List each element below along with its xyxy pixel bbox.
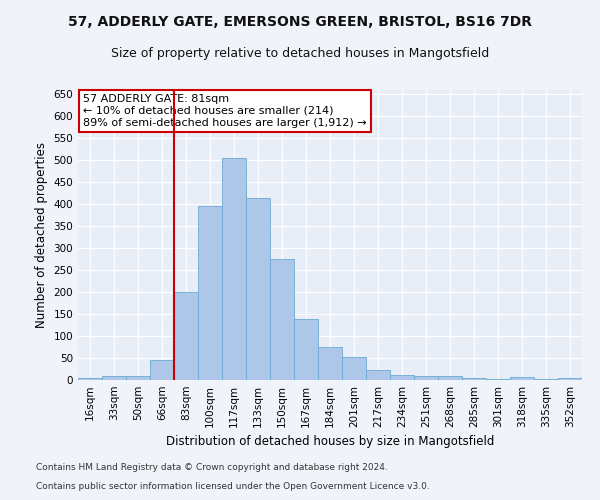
Bar xyxy=(486,379,510,380)
Bar xyxy=(126,376,150,380)
Text: Contains HM Land Registry data © Crown copyright and database right 2024.: Contains HM Land Registry data © Crown c… xyxy=(36,464,388,472)
Bar xyxy=(198,206,222,380)
Bar xyxy=(390,374,414,380)
Bar xyxy=(558,378,582,380)
Bar xyxy=(270,259,294,380)
Text: 57 ADDERLY GATE: 81sqm
← 10% of detached houses are smaller (214)
89% of semi-de: 57 ADDERLY GATE: 81sqm ← 10% of detached… xyxy=(83,94,367,128)
Bar xyxy=(342,357,366,380)
Bar xyxy=(534,379,558,380)
Bar xyxy=(174,292,198,380)
Bar xyxy=(102,376,126,380)
Text: Contains public sector information licensed under the Open Government Licence v3: Contains public sector information licen… xyxy=(36,482,430,491)
Bar xyxy=(438,376,462,380)
Text: 57, ADDERLY GATE, EMERSONS GREEN, BRISTOL, BS16 7DR: 57, ADDERLY GATE, EMERSONS GREEN, BRISTO… xyxy=(68,15,532,29)
Bar xyxy=(78,378,102,380)
Bar xyxy=(510,378,534,380)
Text: Size of property relative to detached houses in Mangotsfield: Size of property relative to detached ho… xyxy=(111,48,489,60)
X-axis label: Distribution of detached houses by size in Mangotsfield: Distribution of detached houses by size … xyxy=(166,436,494,448)
Bar xyxy=(366,370,390,380)
Bar xyxy=(414,376,438,380)
Bar xyxy=(462,378,486,380)
Bar xyxy=(222,158,246,380)
Bar xyxy=(318,347,342,380)
Bar xyxy=(294,320,318,380)
Bar xyxy=(150,360,174,380)
Y-axis label: Number of detached properties: Number of detached properties xyxy=(35,142,48,328)
Bar xyxy=(246,198,270,380)
